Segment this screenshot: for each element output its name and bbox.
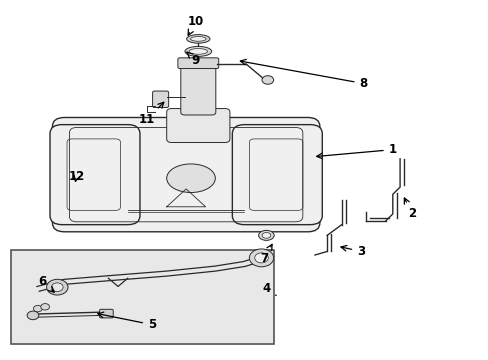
Text: 6: 6 (39, 275, 54, 292)
Ellipse shape (186, 35, 209, 43)
FancyBboxPatch shape (152, 91, 168, 108)
Text: 11: 11 (139, 102, 163, 126)
Ellipse shape (166, 164, 215, 193)
Text: 12: 12 (68, 170, 85, 183)
Text: 4: 4 (262, 283, 276, 296)
Circle shape (33, 305, 42, 312)
Circle shape (254, 253, 268, 263)
Ellipse shape (258, 230, 274, 240)
Text: 3: 3 (340, 245, 365, 258)
Text: 5: 5 (98, 312, 156, 331)
FancyBboxPatch shape (232, 125, 322, 225)
Circle shape (262, 76, 273, 84)
Circle shape (51, 283, 63, 292)
Ellipse shape (189, 49, 207, 54)
FancyBboxPatch shape (50, 125, 140, 225)
Circle shape (41, 303, 49, 310)
Text: 10: 10 (187, 14, 203, 35)
FancyBboxPatch shape (166, 109, 229, 143)
Bar (11, 249, 273, 344)
Text: 2: 2 (404, 198, 415, 220)
Circle shape (27, 311, 39, 320)
FancyBboxPatch shape (181, 63, 215, 115)
Text: 1: 1 (316, 143, 396, 159)
Ellipse shape (190, 37, 205, 41)
Text: 7: 7 (259, 244, 271, 265)
Ellipse shape (184, 46, 211, 57)
FancyBboxPatch shape (100, 309, 113, 318)
Circle shape (46, 279, 68, 295)
Text: 8: 8 (240, 59, 367, 90)
Text: 9: 9 (186, 52, 200, 67)
FancyBboxPatch shape (52, 117, 319, 232)
FancyBboxPatch shape (178, 58, 218, 68)
Ellipse shape (262, 233, 270, 238)
Circle shape (249, 249, 273, 267)
